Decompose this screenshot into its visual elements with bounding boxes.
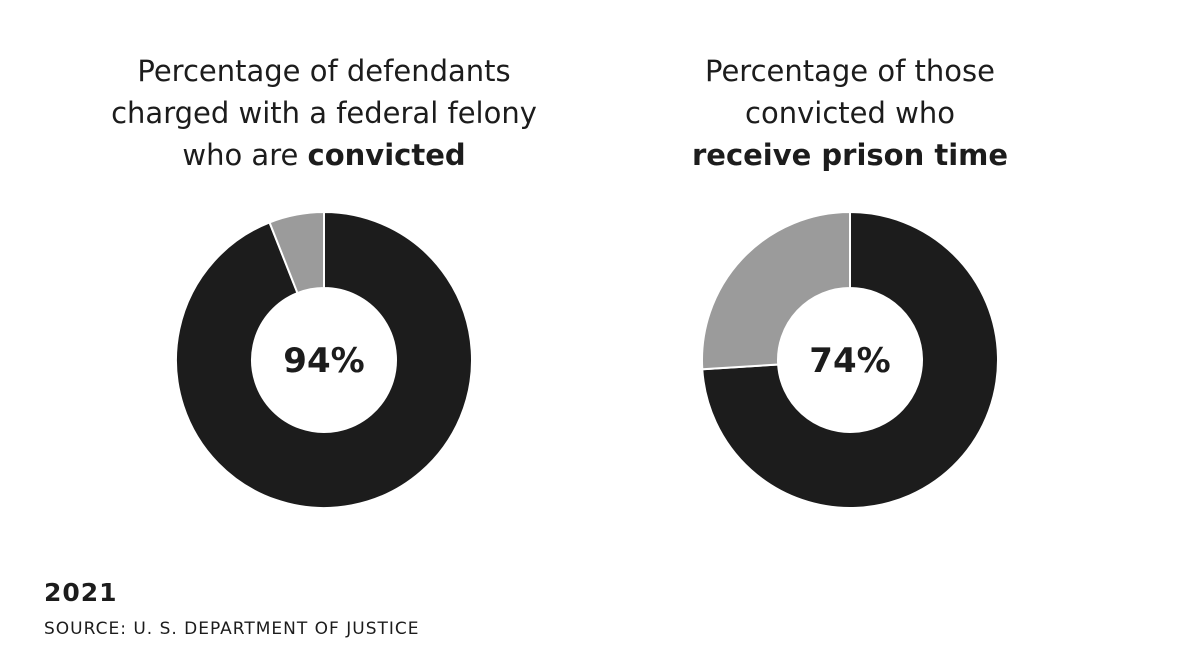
title-line-3: who are convicted (24, 134, 624, 176)
donut-chart-convicted: 94% (175, 210, 473, 509)
donut-chart-prison: 74% (701, 210, 999, 509)
donut-center-label: 74% (809, 341, 890, 381)
donut-slice-not-convicted (268, 210, 325, 295)
title-line-3: receive prison time (550, 134, 1150, 176)
donut-slice-convicted (175, 210, 473, 509)
chart-title-prison: Percentage of those convicted who receiv… (550, 50, 1150, 176)
chart-panel-prison: Percentage of those convicted who receiv… (550, 0, 1150, 560)
title-line-2: convicted who (745, 96, 955, 130)
title-plain: who are (182, 138, 308, 172)
title-bold: receive prison time (691, 138, 1009, 172)
title-line-1: Percentage of those (705, 54, 995, 88)
title-line-1: Percentage of defendants (137, 54, 511, 88)
donut-center-label: 94% (283, 341, 364, 381)
title-bold: convicted (307, 138, 466, 172)
footer-source: SOURCE: U. S. DEPARTMENT OF JUSTICE (44, 619, 420, 639)
chart-title-convicted: Percentage of defendants charged with a … (24, 50, 624, 176)
title-line-2: charged with a federal felony (111, 96, 537, 130)
footer-year: 2021 (44, 578, 118, 607)
donut-slice-no-prison-time (701, 210, 851, 371)
chart-panel-convicted: Percentage of defendants charged with a … (24, 0, 624, 560)
donut-slice-receive-prison-time (701, 210, 999, 509)
